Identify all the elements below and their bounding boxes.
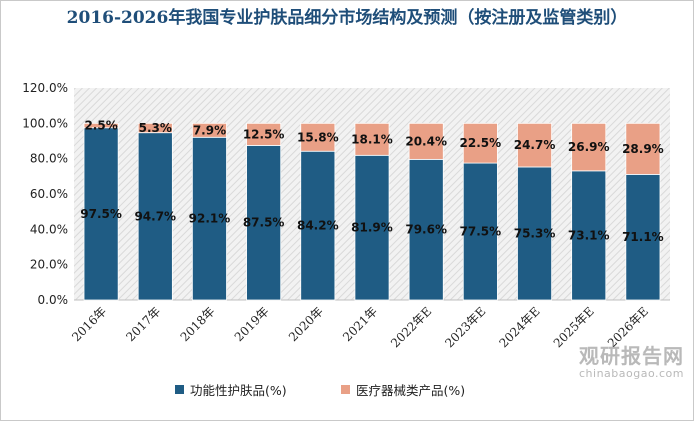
bar-functional: [354, 154, 390, 301]
y-tick-label: 100.0%: [22, 116, 68, 130]
watermark-logo-text: 观研报告网: [579, 344, 684, 368]
y-tick-label: 80.0%: [30, 152, 68, 166]
bar-medical: [462, 122, 498, 164]
legend: 功能性护肤品(%) 医疗器械类产品(%): [0, 380, 694, 400]
bar-functional: [462, 162, 498, 301]
data-label-medical: 26.9%: [568, 140, 610, 154]
x-tick-label: 2018年: [178, 304, 218, 344]
data-label-medical: 22.5%: [460, 136, 502, 150]
legend-item-functional: 功能性护肤品(%): [175, 380, 287, 399]
legend-label-functional: 功能性护肤品(%): [190, 383, 287, 398]
bar-medical: [571, 122, 607, 172]
bar-functional: [137, 132, 173, 301]
legend-label-medical: 医疗器械类产品(%): [356, 383, 466, 398]
y-tick-label: 0.0%: [38, 293, 69, 307]
x-tick-label: 2022年E: [388, 304, 434, 350]
data-label-medical: 18.1%: [351, 132, 393, 146]
bar-functional: [517, 166, 553, 301]
data-label-medical: 12.5%: [243, 127, 285, 141]
bar-functional: [571, 170, 607, 301]
bar-functional: [625, 173, 661, 301]
data-label-functional: 92.1%: [189, 212, 231, 226]
bar-medical: [83, 122, 119, 129]
x-tick-label: 2019年: [232, 304, 272, 344]
data-label-functional: 97.5%: [80, 207, 122, 221]
bar-medical: [300, 122, 336, 152]
data-label-medical: 7.9%: [193, 123, 226, 137]
data-label-medical: 28.9%: [622, 142, 664, 156]
bar-functional: [300, 150, 336, 301]
data-label-functional: 81.9%: [351, 221, 393, 235]
bar-medical: [354, 122, 390, 156]
data-label-medical: 24.7%: [514, 138, 556, 152]
data-label-functional: 79.6%: [405, 223, 447, 237]
watermark-url: chinabaogao.com: [579, 367, 684, 380]
bar-medical: [517, 122, 553, 168]
legend-item-medical: 医疗器械类产品(%): [341, 380, 465, 399]
y-tick-label: 120.0%: [22, 81, 68, 95]
x-tick-label: 2021年: [340, 304, 380, 344]
data-label-medical: 20.4%: [405, 134, 447, 148]
bar-medical: [408, 122, 444, 160]
y-tick-label: 40.0%: [30, 222, 68, 236]
x-tick-label: 2023年E: [442, 304, 488, 350]
x-tick-label: 2017年: [123, 304, 163, 344]
data-label-functional: 73.1%: [568, 228, 610, 242]
data-label-medical: 2.5%: [84, 119, 117, 133]
x-tick-label: 2020年: [286, 304, 326, 344]
watermark: 观研报告网 chinabaogao.com: [579, 340, 684, 380]
bar-functional: [83, 127, 119, 301]
bar-medical: [137, 122, 173, 134]
data-label-functional: 71.1%: [622, 230, 664, 244]
data-label-medical: 15.8%: [297, 130, 339, 144]
y-tick-label: 20.0%: [30, 258, 68, 272]
data-label-functional: 75.3%: [514, 226, 556, 240]
bar-functional: [408, 158, 444, 301]
x-tick-label: 2016年: [69, 304, 109, 344]
y-tick-label: 60.0%: [30, 187, 68, 201]
data-label-functional: 94.7%: [134, 209, 176, 223]
bar-medical: [246, 122, 282, 146]
bar-medical: [191, 122, 227, 138]
legend-swatch-functional: [175, 385, 184, 394]
data-label-functional: 84.2%: [297, 219, 339, 233]
bar-medical: [625, 122, 661, 175]
data-label-functional: 87.5%: [243, 216, 285, 230]
chart-title: 2016-2026年我国专业护肤品细分市场结构及预测（按注册及监管类别）: [66, 8, 628, 28]
data-label-functional: 77.5%: [460, 225, 502, 239]
bar-functional: [191, 136, 227, 301]
x-tick-label: 2024年E: [496, 304, 542, 350]
legend-swatch-medical: [341, 385, 350, 394]
data-label-medical: 5.3%: [139, 121, 172, 135]
